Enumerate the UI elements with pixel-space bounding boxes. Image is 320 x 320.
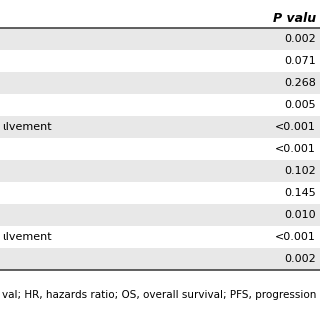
Text: 0.002: 0.002 — [284, 34, 316, 44]
Text: 0.102: 0.102 — [284, 166, 316, 176]
Text: val; HR, hazards ratio; OS, overall survival; PFS, progression: val; HR, hazards ratio; OS, overall surv… — [2, 290, 316, 300]
Bar — [0, 160, 320, 182]
Text: ιlvement: ιlvement — [2, 232, 52, 242]
Text: P valu: P valu — [273, 12, 316, 25]
Bar — [0, 248, 320, 270]
Bar — [0, 28, 320, 50]
Text: 0.010: 0.010 — [284, 210, 316, 220]
Text: <0.001: <0.001 — [275, 232, 316, 242]
Text: 0.005: 0.005 — [284, 100, 316, 110]
Bar — [0, 204, 320, 226]
Bar — [0, 72, 320, 94]
Text: ιlvement: ιlvement — [2, 122, 52, 132]
Text: 0.071: 0.071 — [284, 56, 316, 66]
Text: 0.002: 0.002 — [284, 254, 316, 264]
Bar — [0, 116, 320, 138]
Text: <0.001: <0.001 — [275, 122, 316, 132]
Text: <0.001: <0.001 — [275, 144, 316, 154]
Text: 0.268: 0.268 — [284, 78, 316, 88]
Text: 0.145: 0.145 — [284, 188, 316, 198]
